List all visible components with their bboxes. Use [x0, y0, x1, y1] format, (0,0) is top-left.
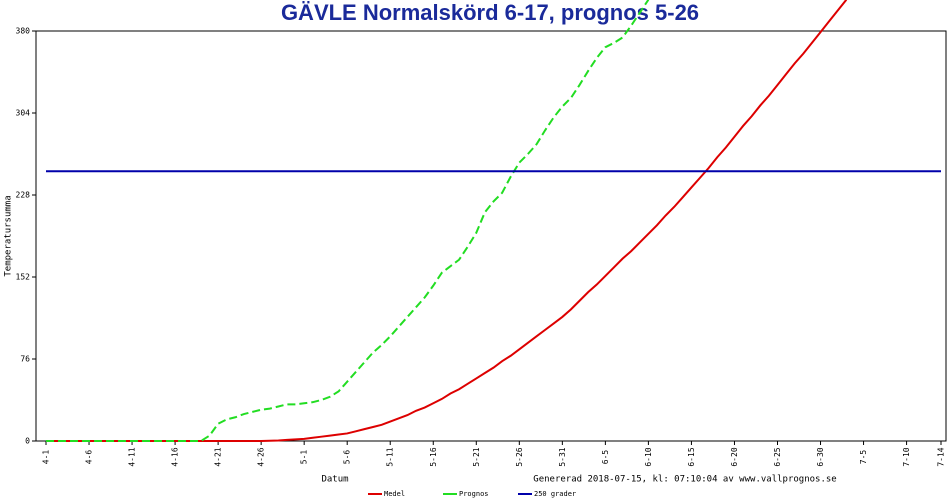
x-tick-label: 7-14	[937, 447, 946, 466]
legend-label: Prognos	[459, 490, 489, 498]
x-tick-label: 5-31	[558, 447, 567, 466]
y-tick-label: 0	[25, 437, 30, 446]
legend-label: Medel	[384, 490, 405, 498]
x-tick-label: 4-21	[214, 447, 223, 466]
x-axis-label: Datum	[321, 475, 348, 485]
x-tick-label: 5-11	[386, 447, 395, 466]
footer: Genererad 2018-07-15, kl: 07:10:04 av ww…	[533, 475, 836, 485]
x-tick-label: 5-26	[515, 447, 524, 466]
x-tick-label: 5-21	[472, 447, 481, 466]
y-tick-label: 152	[16, 273, 31, 282]
y-tick-label: 76	[20, 355, 30, 364]
x-tick-label: 7-5	[859, 450, 868, 465]
x-tick-label: 5-1	[300, 450, 309, 465]
plot-frame	[35, 30, 947, 442]
chart-title: GÄVLE Normalskörd 6-17, prognos 5-26	[281, 0, 699, 25]
x-tick-label: 4-16	[171, 447, 180, 466]
x-tick-label: 7-10	[902, 447, 911, 466]
x-tick-label: 6-30	[816, 447, 825, 466]
x-tick-label: 6-15	[687, 447, 696, 466]
x-tick-label: 4-6	[85, 450, 94, 465]
x-tick-label: 4-11	[128, 447, 137, 466]
legend-label: 250 grader	[534, 490, 576, 498]
y-tick-label: 380	[16, 27, 31, 36]
series-line	[46, 0, 650, 442]
x-tick-label: 5-6	[343, 450, 352, 465]
y-tick-label: 304	[16, 109, 31, 118]
y-axis-label: Temperatursumma	[4, 195, 14, 276]
series-line	[46, 0, 848, 442]
x-tick-label: 5-16	[429, 447, 438, 466]
x-tick-label: 6-5	[601, 450, 610, 465]
y-tick-label: 228	[16, 191, 31, 200]
x-tick-label: 4-26	[257, 447, 266, 466]
x-tick-label: 6-20	[730, 447, 739, 466]
x-tick-label: 4-1	[42, 450, 51, 465]
x-tick-label: 6-10	[644, 447, 653, 466]
x-tick-label: 6-25	[773, 447, 782, 466]
